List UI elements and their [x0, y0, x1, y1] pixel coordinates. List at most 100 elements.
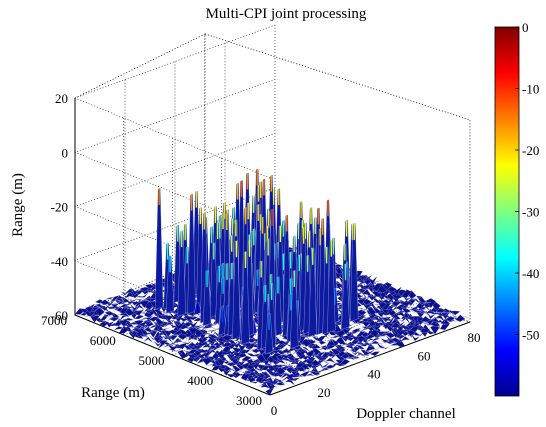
floor-cell [134, 297, 145, 301]
peak-spike [165, 255, 175, 314]
floor-cell [405, 321, 416, 327]
floor-cell [148, 316, 160, 322]
floor-cell [356, 307, 367, 311]
floor-cell [381, 317, 392, 321]
doppler-tick-label: 60 [418, 348, 431, 363]
floor-cell [197, 328, 208, 335]
peak-spike [241, 251, 250, 345]
z-axis-ticks: -60 -40 -20 0 20 [51, 91, 68, 323]
colorbar-tick-label: -30 [522, 205, 539, 220]
floor-cell [375, 342, 386, 345]
floor-cell [401, 289, 412, 299]
floor-cell [295, 348, 307, 353]
floor-cell [260, 371, 272, 377]
range-tick-label: 6000 [90, 333, 116, 348]
floor-cell [139, 290, 150, 298]
peak-spike [327, 239, 336, 334]
floor-cell [406, 306, 417, 310]
target-peaks [154, 168, 359, 355]
floor-cell [405, 334, 416, 341]
peak-spike [341, 263, 350, 330]
floor-cell [124, 317, 135, 321]
floor-cell [430, 317, 441, 321]
floor-cell [280, 348, 292, 353]
range-tick-label: 4000 [187, 373, 213, 388]
peak-spike [177, 230, 186, 317]
floor-cell [385, 332, 396, 339]
colorbar: 0 -10 -20 -30 -40 -50 [494, 20, 539, 397]
floor-cell [177, 327, 189, 336]
floor-cell [168, 334, 179, 338]
floor-cell [230, 364, 242, 372]
floor-cell [104, 310, 115, 316]
floor-cell [381, 282, 393, 291]
z-tick-label: -40 [51, 254, 68, 269]
floor-cell [330, 357, 341, 365]
range-axis-label: Range (m) [81, 385, 145, 401]
floor-cell [381, 299, 393, 305]
floor-cell [128, 326, 139, 329]
floor-cell [325, 351, 337, 358]
peak-spike [273, 276, 283, 337]
floor-cell [246, 353, 258, 357]
floor-cell [285, 353, 297, 359]
floor-cell [340, 342, 351, 347]
floor-cell [350, 350, 361, 356]
floor-cell [144, 283, 156, 290]
floor-cell [139, 286, 151, 293]
floor-cell [315, 335, 327, 342]
peak-spike [187, 193, 196, 315]
floor-cell [385, 334, 396, 343]
floor-cell [182, 314, 194, 322]
peak-spike [232, 240, 241, 341]
floor-cell [425, 298, 437, 309]
floor-cell [371, 282, 383, 292]
floor-cell [129, 303, 140, 312]
floor-cell [99, 303, 110, 312]
floor-cell [187, 342, 199, 347]
floor-cell [367, 275, 378, 286]
floor-cell [104, 315, 115, 324]
floor-cell [84, 303, 96, 314]
floor-cell [435, 307, 447, 314]
floor-cell [395, 320, 406, 323]
floor-cell [346, 325, 357, 330]
floor-cell [235, 371, 246, 374]
floor-cell [192, 341, 203, 350]
floor-cell [168, 311, 180, 320]
peak-spike [308, 247, 317, 338]
z-tick-label: -20 [51, 200, 68, 215]
floor-cell [419, 323, 431, 334]
range-axis-ticks: 3000 4000 5000 6000 7000 [41, 313, 262, 408]
floor-cell [246, 346, 257, 354]
doppler-axis-label: Doppler channel [356, 406, 456, 422]
doppler-tick-label: 40 [368, 367, 381, 382]
floor-cell [375, 329, 387, 336]
floor-cell [300, 338, 312, 347]
floor-cell [377, 281, 388, 287]
floor-cell [207, 334, 219, 339]
floor-cell [284, 372, 296, 380]
floor-cell [163, 326, 174, 329]
z-tick-label: -60 [51, 308, 68, 323]
floor-cell [371, 315, 382, 321]
floor-cell [212, 330, 223, 337]
floor-cell [330, 348, 341, 356]
floor-cell [148, 330, 159, 334]
floor-cell [240, 371, 251, 375]
colorbar-tick-label: -10 [522, 82, 539, 97]
floor-cell [232, 339, 243, 344]
floor-cell [379, 343, 391, 350]
floor-cell [177, 342, 188, 350]
z-tick-label: 0 [62, 145, 69, 160]
doppler-axis-ticks: 0 20 40 60 80 [271, 330, 481, 418]
floor-cell [320, 367, 331, 372]
floor-cell [400, 324, 412, 330]
floor-cell [114, 295, 125, 301]
floor-cell [197, 326, 208, 330]
floor-cell [89, 306, 100, 311]
peak-spike [202, 269, 212, 327]
floor-cell [425, 308, 437, 315]
floor-cell [315, 351, 326, 357]
